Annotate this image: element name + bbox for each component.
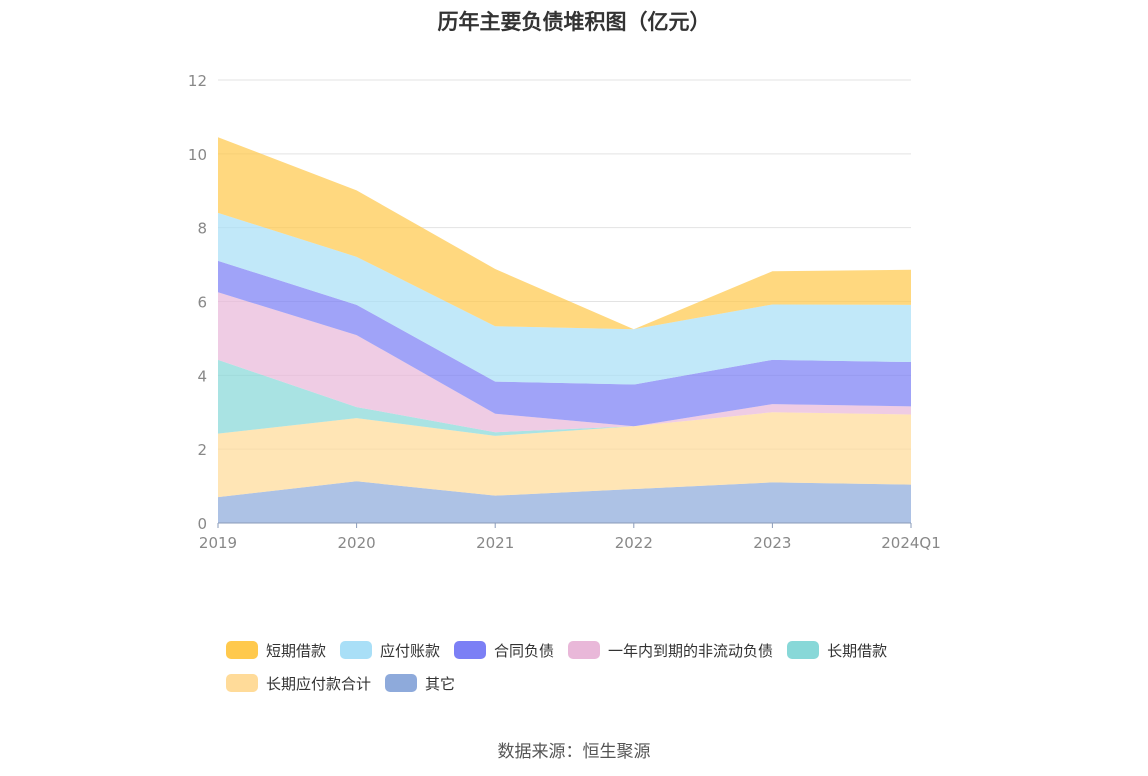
legend-item[interactable]: 应付账款 (340, 640, 440, 660)
legend-label: 其它 (425, 674, 456, 693)
y-tick-label: 10 (188, 146, 207, 164)
legend-swatch (568, 641, 601, 659)
legend-swatch (226, 674, 258, 692)
area-其它 (218, 481, 911, 523)
legend-swatch (226, 641, 258, 659)
x-tick-label: 2020 (338, 534, 376, 552)
legend-item[interactable]: 短期借款 (226, 640, 326, 660)
area-应付账款 (218, 212, 911, 385)
data-source-note: 数据来源：恒生聚源 (497, 742, 651, 762)
y-tick-label: 0 (197, 515, 207, 533)
legend-item[interactable]: 长期应付款合计 (226, 673, 371, 693)
chart-title: 历年主要负债堆积图（亿元） (437, 10, 711, 34)
y-tick-label: 6 (197, 294, 207, 312)
y-tick-label: 4 (197, 367, 207, 385)
legend-swatch (787, 641, 820, 659)
legend-item[interactable]: 长期借款 (787, 640, 887, 660)
area-长期应付款合计 (218, 412, 911, 498)
legend-item[interactable]: 一年内到期的非流动负债 (568, 640, 773, 660)
legend-item[interactable]: 合同负债 (454, 640, 554, 660)
legend-label: 短期借款 (266, 641, 327, 660)
legend-label: 应付账款 (380, 641, 441, 660)
legend-swatch (385, 674, 418, 692)
stacked-area-chart: 0 2 4 6 8 10 12 2019 2020 2021 2022 2023 2024Q1 (188, 72, 941, 552)
area-series (218, 137, 911, 523)
legend-swatch (454, 641, 487, 659)
legend-swatch (340, 641, 373, 659)
y-tick-label: 2 (197, 441, 207, 459)
x-tick-label: 2024Q1 (881, 534, 941, 552)
axes: 0 2 4 6 8 10 12 2019 2020 2021 2022 2023 2024Q1 (188, 72, 941, 552)
x-tick-label: 2019 (199, 534, 237, 552)
area-短期借款 (218, 137, 911, 330)
y-tick-label: 12 (188, 72, 207, 90)
chart-legend: 短期借款 应付账款 合同负债 一年内到期的非流动负债 长期借款长期应付款合计 其它 (226, 640, 946, 693)
y-tick-label: 8 (197, 220, 207, 238)
x-tick-label: 2023 (753, 534, 791, 552)
area-一年内到期的非流动负债 (218, 292, 911, 433)
x-tick-label: 2021 (476, 534, 514, 552)
legend-label: 长期应付款合计 (266, 674, 372, 693)
area-长期借款 (218, 359, 911, 436)
legend-item[interactable]: 其它 (385, 673, 455, 693)
legend-label: 一年内到期的非流动负债 (608, 641, 774, 660)
x-tick-label: 2022 (615, 534, 653, 552)
legend-label: 合同负债 (494, 641, 555, 660)
area-合同负债 (218, 260, 911, 427)
legend-label: 长期借款 (827, 641, 888, 660)
